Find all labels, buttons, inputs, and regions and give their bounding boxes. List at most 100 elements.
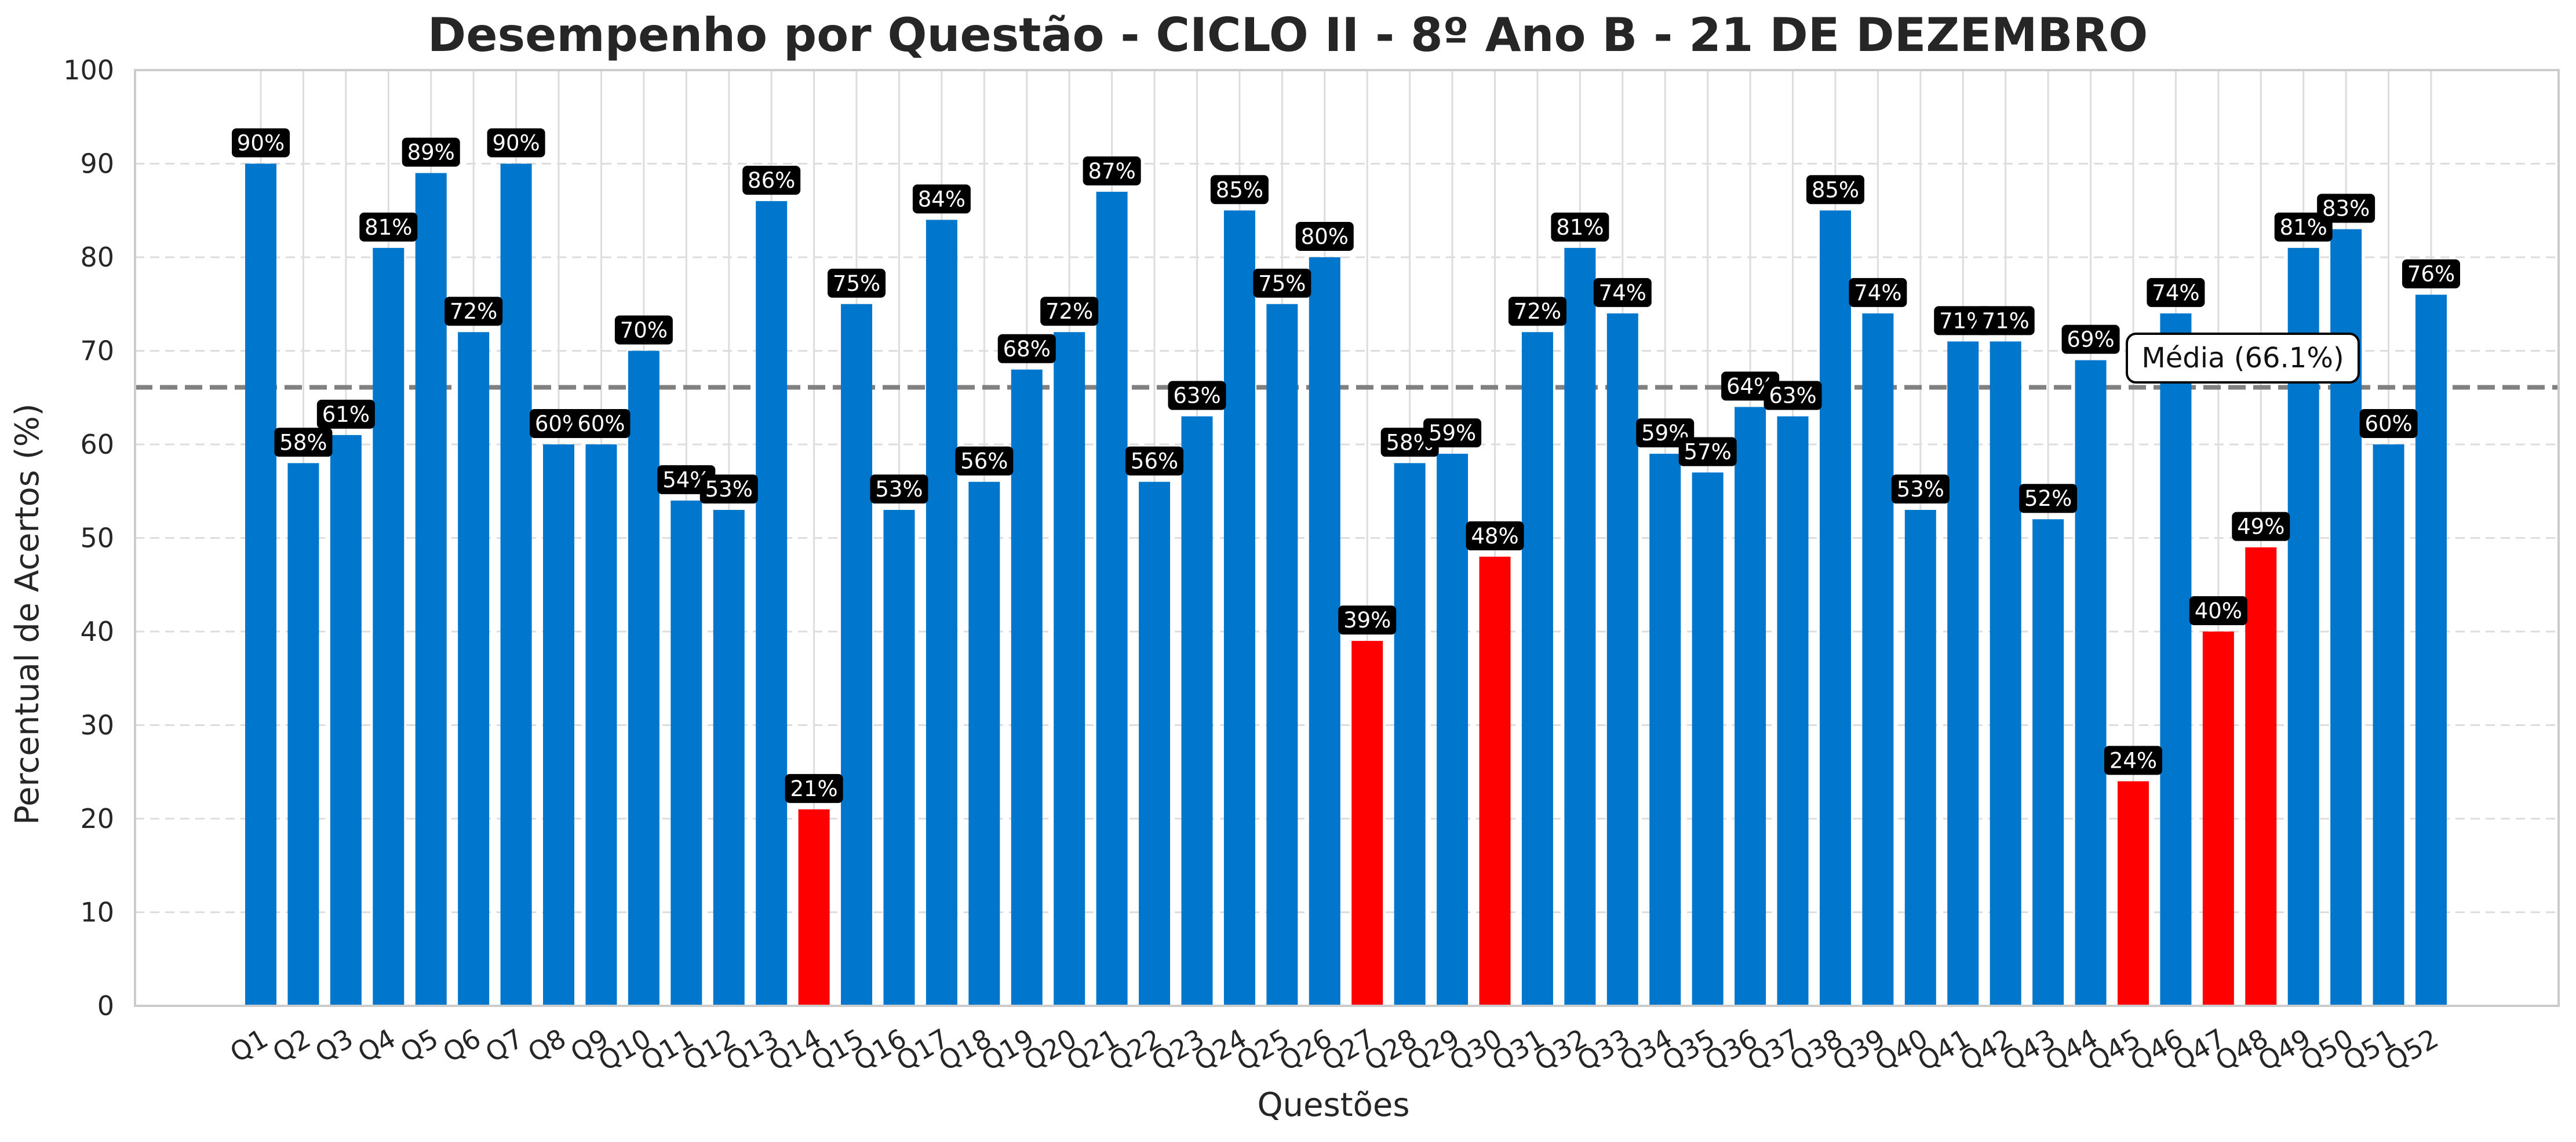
bar-q17 xyxy=(926,220,957,1006)
x-tick-label: Q5 xyxy=(395,1023,444,1069)
bar-label-bg xyxy=(1764,381,1822,410)
bar-q44 xyxy=(2075,360,2107,1006)
bar-q31 xyxy=(1521,332,1553,1006)
bar-q28 xyxy=(1394,463,1426,1006)
bar-label-bg xyxy=(912,184,971,214)
plot-frame xyxy=(134,69,2560,1007)
bar-label-bg xyxy=(997,334,1056,363)
bar-value-label: 53% xyxy=(875,477,923,502)
bar-label-bg xyxy=(572,409,631,438)
bar-label-bg xyxy=(955,446,1014,476)
bar-q37 xyxy=(1777,416,1809,1006)
bar-q18 xyxy=(968,481,1000,1006)
bar-label-bg xyxy=(2019,484,2078,513)
bar-label-bg xyxy=(1849,278,1907,307)
bar-label-bg xyxy=(1551,212,1609,242)
bar-q35 xyxy=(1692,472,1724,1006)
bar-q30 xyxy=(1479,556,1511,1006)
bar-labels: 90%58%61%81%89%72%90%60%60%70%54%53%86%2… xyxy=(232,128,2460,803)
bar-q4 xyxy=(373,247,405,1006)
bar-value-label: 59% xyxy=(1429,421,1476,446)
bar-value-label: 89% xyxy=(407,140,455,165)
bar-label-bg xyxy=(1083,156,1141,185)
bar-label-bg xyxy=(2402,259,2460,289)
bar-label-bg xyxy=(1423,418,1482,448)
bar-label-bg xyxy=(1125,446,1184,476)
mean-label-box xyxy=(2126,333,2360,384)
bar-value-label: 81% xyxy=(365,215,412,240)
bar-value-label: 52% xyxy=(2024,486,2072,511)
bar-q3 xyxy=(330,435,362,1006)
bar-q26 xyxy=(1309,257,1340,1006)
bar-label-bg xyxy=(1806,175,1864,205)
bar-label-bg xyxy=(1593,278,1652,307)
bar-q11 xyxy=(671,500,702,1006)
bar-label-bg xyxy=(614,315,673,345)
bar-value-label: 74% xyxy=(2152,280,2199,305)
bar-value-label: 84% xyxy=(918,187,965,211)
y-tick-label: 70 xyxy=(80,335,114,367)
x-tick-label: Q4 xyxy=(352,1023,401,1069)
bar-label-bg xyxy=(444,297,503,326)
bar-label-bg xyxy=(1976,306,2035,335)
bar-value-label: 21% xyxy=(790,776,837,801)
bar-value-label: 90% xyxy=(237,131,285,156)
bar-value-label: 56% xyxy=(1131,449,1178,474)
bar-q34 xyxy=(1649,454,1681,1006)
x-tick-label: Q6 xyxy=(438,1023,486,1069)
bar-value-label: 74% xyxy=(1854,280,1901,305)
bar-q5 xyxy=(415,173,447,1006)
bar-q25 xyxy=(1266,304,1298,1006)
bar-value-label: 24% xyxy=(2109,748,2157,773)
bar-q7 xyxy=(500,163,532,1006)
bar-label-bg xyxy=(1466,521,1524,550)
bar-label-bg xyxy=(1040,297,1099,326)
y-tick-label: 10 xyxy=(80,897,114,928)
bar-label-bg xyxy=(316,399,375,429)
bar-value-label: 71% xyxy=(1982,308,2030,333)
bar-q43 xyxy=(2032,519,2064,1006)
bar-label-bg xyxy=(2061,324,2120,354)
bar-label-bg xyxy=(742,166,801,195)
grid xyxy=(135,70,2559,1006)
bar-label-bg xyxy=(1891,475,1950,504)
bar-value-label: 72% xyxy=(1514,299,1561,324)
bar-q6 xyxy=(458,332,490,1006)
y-tick-label: 90 xyxy=(80,148,114,180)
bar-label-bg xyxy=(828,268,886,298)
chart-title: Desempenho por Questão - CICLO II - 8º A… xyxy=(428,8,2148,62)
x-tick-label: Q2 xyxy=(267,1023,316,1069)
bar-value-label: 81% xyxy=(1556,215,1604,240)
x-tick-label: Q1 xyxy=(225,1023,274,1069)
bar-q38 xyxy=(1819,210,1851,1006)
y-tick-label: 80 xyxy=(80,242,114,273)
bar-value-label: 63% xyxy=(1769,384,1816,408)
bar-value-label: 86% xyxy=(748,168,795,193)
y-tick-label: 0 xyxy=(97,990,114,1021)
bar-value-label: 72% xyxy=(450,299,497,324)
bar-value-label: 72% xyxy=(1045,299,1093,324)
bar-value-label: 69% xyxy=(2067,327,2114,352)
bar-q10 xyxy=(628,351,660,1006)
bar-label-bg xyxy=(2104,746,2162,775)
bar-value-label: 63% xyxy=(1173,384,1220,408)
bar-q2 xyxy=(287,463,319,1006)
bar-label-bg xyxy=(2189,596,2247,625)
bar-value-label: 53% xyxy=(705,477,753,502)
bar-q12 xyxy=(713,510,745,1006)
bar-q9 xyxy=(585,444,617,1006)
bar-q23 xyxy=(1181,416,1213,1006)
bar-q29 xyxy=(1437,454,1469,1006)
bar-q20 xyxy=(1054,332,1085,1006)
y-tick-label: 60 xyxy=(80,429,114,460)
bar-value-label: 90% xyxy=(492,131,540,156)
bar-value-label: 85% xyxy=(1216,177,1263,202)
x-axis-label: Questões xyxy=(1257,1086,1409,1124)
bar-label-bg xyxy=(2232,512,2290,541)
bar-value-label: 76% xyxy=(2407,262,2455,287)
x-tick-label: Q3 xyxy=(310,1023,359,1069)
y-tick-label: 50 xyxy=(80,523,114,554)
bar-label-bg xyxy=(2147,278,2205,307)
bar-q24 xyxy=(1223,210,1255,1006)
